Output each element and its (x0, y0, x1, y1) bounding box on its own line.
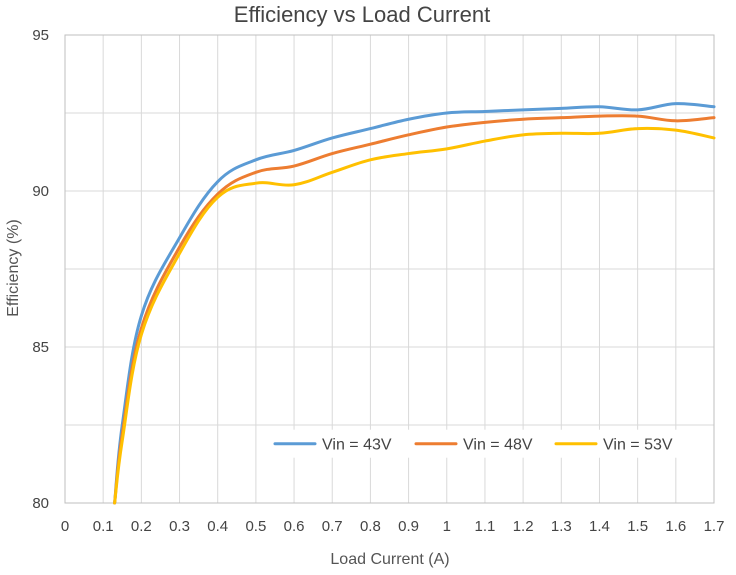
x-tick-label: 0.5 (245, 518, 266, 535)
y-tick-label: 80 (32, 495, 49, 512)
series-line-2 (113, 114, 716, 505)
tick-labels: 0 0.1 0.2 0.3 0.4 0.5 0.6 0.7 0.8 0.9 1 1.1 1.2 1.3 1.… (32, 27, 724, 535)
x-tick-label: 1.3 (551, 518, 572, 535)
x-tick-label: 1.2 (513, 518, 534, 535)
x-tick-label: 0.7 (322, 518, 343, 535)
x-tick-label: 0.4 (207, 518, 228, 535)
x-tick-label: 1.5 (627, 518, 648, 535)
x-tick-label: 0 (61, 518, 69, 535)
legend-label-3: Vin = 53V (603, 437, 673, 454)
x-tick-label: 0.1 (93, 518, 114, 535)
plot-area-border (64, 34, 715, 504)
x-tick-label: 1.7 (704, 518, 725, 535)
x-tick-label: 0.6 (284, 518, 305, 535)
chart-title: Efficiency vs Load Current (234, 2, 490, 27)
x-tick-label: 1.6 (665, 518, 686, 535)
x-tick-label: 0.3 (169, 518, 190, 535)
legend-label-1: Vin = 43V (322, 437, 392, 454)
series-lines (113, 102, 716, 505)
x-tick-label: 0.2 (131, 518, 152, 535)
legend: Vin = 43V Vin = 48V Vin = 53V (267, 429, 690, 458)
series-line-3 (113, 126, 716, 505)
y-axis-title: Efficiency (%) (5, 219, 22, 317)
y-tick-label: 85 (32, 339, 49, 356)
x-tick-label: 0.9 (398, 518, 419, 535)
legend-background (267, 429, 690, 458)
axes (64, 34, 715, 504)
y-tick-label: 90 (32, 183, 49, 200)
x-tick-label: 1.4 (589, 518, 610, 535)
x-tick-label: 0.8 (360, 518, 381, 535)
series-line-1 (113, 102, 716, 505)
y-tick-label: 95 (32, 27, 49, 44)
legend-label-2: Vin = 48V (463, 437, 533, 454)
x-axis-title: Load Current (A) (330, 551, 449, 568)
x-tick-label: 1.1 (475, 518, 496, 535)
x-tick-label: 1 (443, 518, 451, 535)
